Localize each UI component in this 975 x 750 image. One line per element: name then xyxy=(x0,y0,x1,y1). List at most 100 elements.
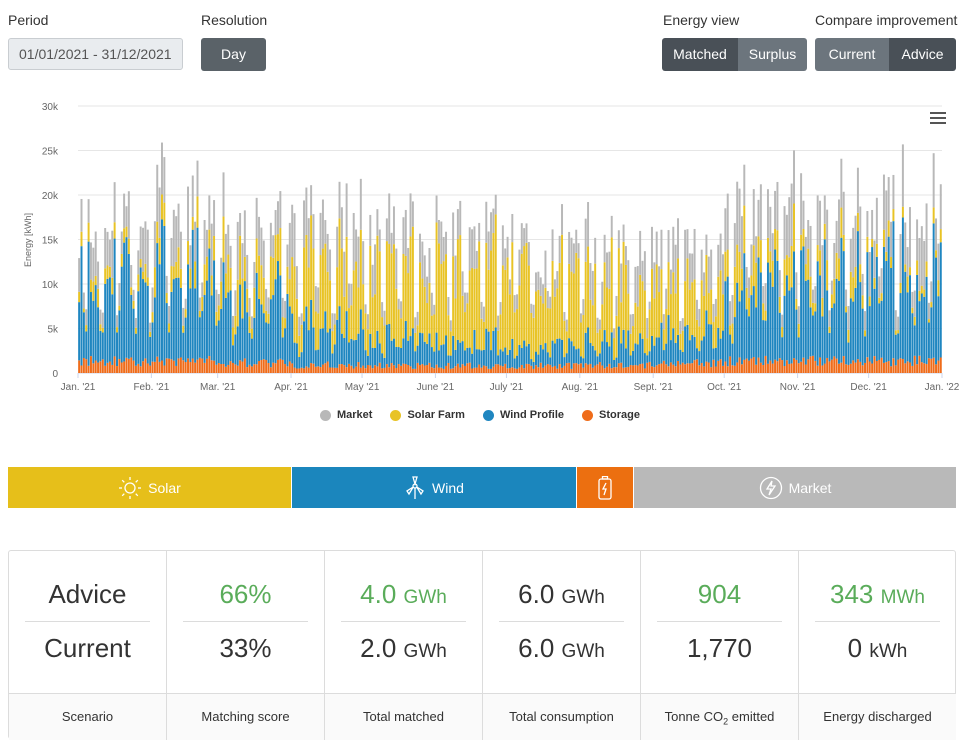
bar-segment-wind xyxy=(819,275,822,358)
bar-segment-market xyxy=(217,294,220,306)
scenario-advice: Advice xyxy=(48,579,127,609)
bar-segment-solar xyxy=(925,261,928,277)
bar-segment-storage xyxy=(172,360,175,373)
bar-segment-solar xyxy=(771,260,774,287)
bar-segment-solar xyxy=(359,229,362,310)
bar-segment-wind xyxy=(416,345,419,363)
bar-segment-solar xyxy=(177,247,180,278)
bar-segment-storage xyxy=(182,360,185,373)
bar-segment-solar xyxy=(797,323,800,338)
bar-segment-wind xyxy=(743,253,746,360)
energy-view-matched-button[interactable]: Matched xyxy=(662,38,738,71)
compare-current-button[interactable]: Current xyxy=(815,38,889,71)
bar-segment-market xyxy=(594,237,597,264)
bar-segment-storage xyxy=(82,357,85,373)
bar-segment-solar xyxy=(352,270,355,341)
energy-view-surplus-button[interactable]: Surplus xyxy=(738,38,807,71)
bar-segment-market xyxy=(610,215,613,238)
bar-segment-storage xyxy=(546,364,549,373)
bar-segment-wind xyxy=(142,279,145,362)
bar-segment-storage xyxy=(584,363,587,373)
market-source-button[interactable]: Market xyxy=(634,467,956,508)
bar-segment-market xyxy=(674,244,677,294)
bar-segment-storage xyxy=(179,357,182,373)
bar-segment-solar xyxy=(504,269,507,348)
bar-segment-market xyxy=(731,295,734,324)
discharged-advice-number: 343 xyxy=(830,579,874,609)
legend-item-market[interactable]: Market xyxy=(320,409,372,421)
bar-segment-solar xyxy=(236,279,239,327)
bar-segment-storage xyxy=(684,364,687,373)
bar-segment-storage xyxy=(295,368,298,373)
stats-col-total-matched: 4.0 GWh 2.0 GWh Total matched xyxy=(325,551,483,740)
bar-segment-storage xyxy=(776,361,779,373)
bar-segment-storage xyxy=(520,364,523,373)
solar-source-button[interactable]: Solar xyxy=(8,467,291,508)
bar-segment-storage xyxy=(781,360,784,373)
resolution-day-button[interactable]: Day xyxy=(201,38,266,71)
bar-segment-wind xyxy=(208,248,211,357)
bar-segment-wind xyxy=(610,332,613,369)
bar-segment-wind xyxy=(752,286,755,358)
bar-segment-solar xyxy=(793,203,795,252)
bar-segment-solar xyxy=(930,302,933,308)
compare-advice-button[interactable]: Advice xyxy=(889,38,956,71)
bar-segment-solar xyxy=(371,297,374,348)
bar-segment-solar xyxy=(490,250,492,351)
battery-icon xyxy=(598,475,612,500)
bar-segment-market xyxy=(757,199,760,237)
storage-source-button[interactable] xyxy=(577,467,633,508)
bar-segment-storage xyxy=(482,365,485,373)
bar-segment-market xyxy=(258,216,261,256)
bar-segment-storage xyxy=(494,364,497,373)
bar-segment-market xyxy=(142,227,145,272)
bar-segment-storage xyxy=(463,365,466,373)
bar-segment-market xyxy=(755,236,758,263)
legend-item-solar[interactable]: Solar Farm xyxy=(390,409,465,421)
legend-item-storage[interactable]: Storage xyxy=(582,409,640,421)
legend-item-wind[interactable]: Wind Profile xyxy=(482,409,564,421)
bar-segment-wind xyxy=(719,338,722,360)
bar-segment-market xyxy=(549,296,552,309)
bar-segment-solar xyxy=(449,331,452,356)
bar-segment-solar xyxy=(276,234,279,262)
bar-segment-market xyxy=(175,216,178,262)
bar-segment-solar xyxy=(672,272,675,329)
bar-segment-market xyxy=(203,220,206,265)
bar-segment-wind xyxy=(179,287,182,358)
bar-segment-storage xyxy=(537,367,540,373)
bar-segment-market xyxy=(688,253,691,290)
bar-segment-market xyxy=(371,264,374,298)
period-input[interactable]: 01/01/2021 - 31/12/2021 xyxy=(8,38,183,70)
bar-segment-market xyxy=(513,295,516,313)
bar-segment-solar xyxy=(134,327,137,334)
discharged-advice-value: 343 MWh xyxy=(799,579,956,610)
bar-segment-solar xyxy=(653,298,656,346)
bar-segment-solar xyxy=(897,330,900,334)
bar-segment-wind xyxy=(894,334,897,366)
bar-segment-storage xyxy=(329,367,332,373)
bar-segment-storage xyxy=(222,364,225,373)
wind-source-button[interactable]: Wind xyxy=(292,467,576,508)
chart-menu-icon[interactable] xyxy=(930,112,946,124)
bar-segment-solar xyxy=(191,216,194,230)
bar-segment-wind xyxy=(187,264,190,359)
bar-segment-storage xyxy=(544,365,547,373)
co2-footer: Tonne CO2 emitted xyxy=(641,693,798,740)
bar-segment-storage xyxy=(232,362,234,373)
bar-segment-market xyxy=(624,246,627,265)
bar-segment-storage xyxy=(499,365,502,373)
bar-segment-storage xyxy=(390,363,393,373)
bar-segment-solar xyxy=(459,235,462,343)
divider xyxy=(657,621,782,622)
bar-segment-storage xyxy=(229,361,232,373)
bar-segment-storage xyxy=(430,367,433,373)
bar-segment-storage xyxy=(665,364,668,373)
bar-segment-market xyxy=(324,220,327,244)
bar-segment-solar xyxy=(293,266,296,343)
bar-segment-wind xyxy=(681,352,684,363)
y-tick-label: 25k xyxy=(42,147,59,158)
bar-segment-market xyxy=(648,301,651,310)
bar-segment-market xyxy=(303,200,305,248)
bar-segment-market xyxy=(809,225,812,277)
